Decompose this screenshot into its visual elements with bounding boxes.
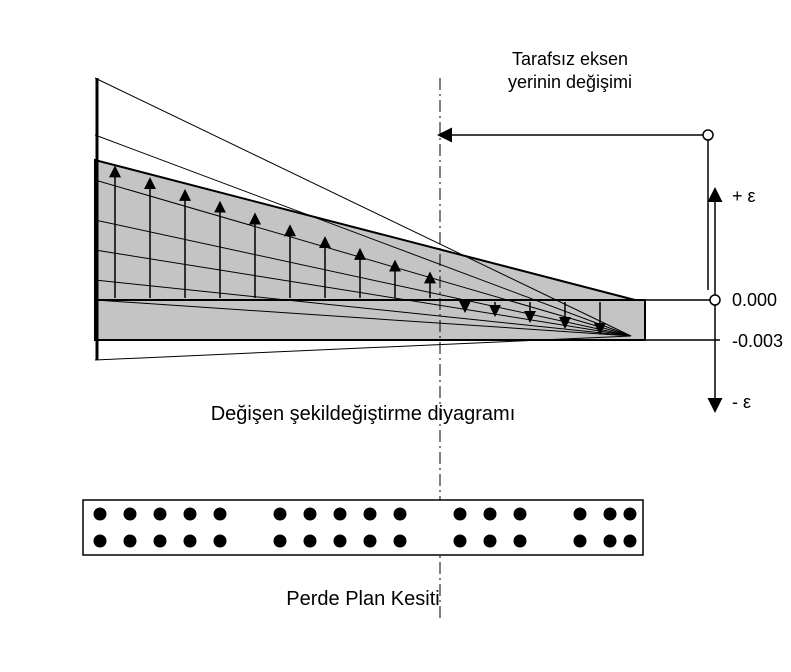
plus-epsilon-label: + ε <box>732 186 756 206</box>
top-label-line2: yerinin değişimi <box>508 72 632 92</box>
rebar-section-outline <box>83 500 643 555</box>
bottom-caption: Perde Plan Kesiti <box>286 588 439 610</box>
zero-label: 0.000 <box>732 290 777 310</box>
minus-epsilon-label: - ε <box>732 392 751 412</box>
strain-diagram: Tarafsız eksen yerinin değişimi + ε 0.00… <box>20 20 791 652</box>
strain-wedge <box>95 160 635 300</box>
neg003-label: -0.003 <box>732 331 783 351</box>
middle-caption: Değişen şekildeğiştirme diyagramı <box>211 403 516 425</box>
top-label-line1: Tarafsız eksen <box>512 49 628 69</box>
